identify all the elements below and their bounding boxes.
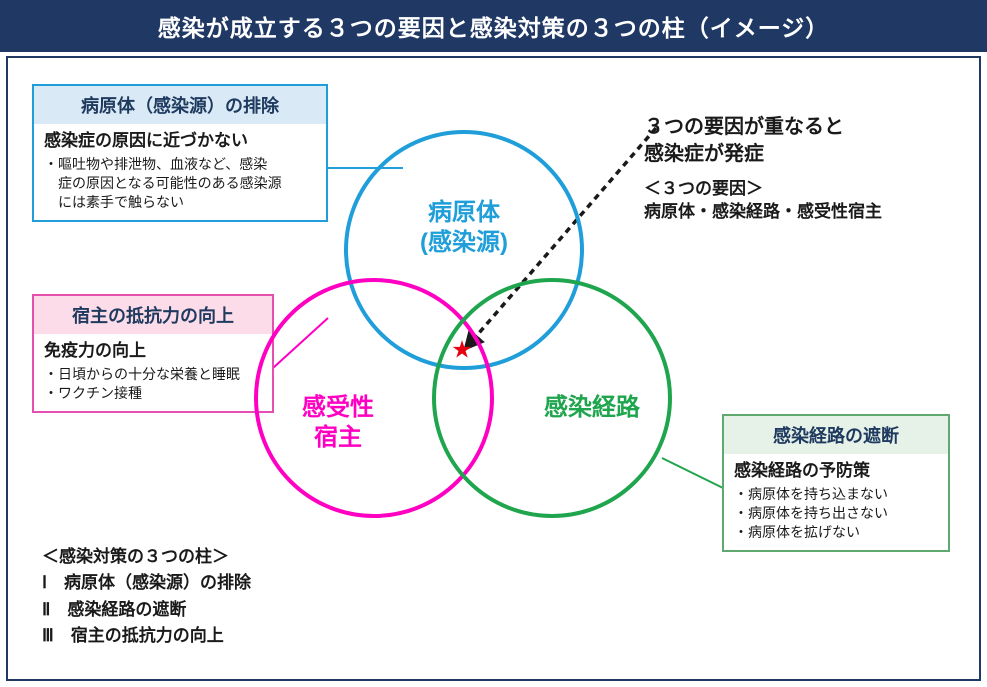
venn-label-pathogen: 病原体(感染源)	[384, 198, 544, 258]
page-title: 感染が成立する３つの要因と感染対策の３つの柱（イメージ）	[158, 9, 830, 43]
box-route-lead: 感染経路の予防策	[734, 460, 938, 483]
box-pathogen-header: 病原体（感染源）の排除	[34, 86, 326, 124]
pillars-list: ＜感染対策の３つの柱＞ Ⅰ 病原体（感染源）の排除 Ⅱ 感染経路の遮断 Ⅲ 宿主…	[42, 544, 251, 649]
box-host: 宿主の抵抗力の向上 免疫力の向上 ・日頃からの十分な栄養と睡眠 ・ワクチン接種	[32, 294, 274, 413]
factors-header: ＜３つの要因＞	[644, 178, 882, 201]
factors-body: 病原体・感染経路・感受性宿主	[644, 201, 882, 224]
box-pathogen: 病原体（感染源）の排除 感染症の原因に近づかない ・嘔吐物や排泄物、血液など、感…	[32, 84, 328, 222]
pillars-item: Ⅲ 宿主の抵抗力の向上	[42, 623, 251, 649]
box-pathogen-lead: 感染症の原因に近づかない	[44, 130, 316, 153]
box-route-body: 感染経路の予防策 ・病原体を持ち込まない ・病原体を持ち出さない ・病原体を拡げ…	[724, 454, 948, 550]
connector-line	[662, 458, 723, 488]
overlap-line1: ３つの要因が重なると	[644, 114, 882, 141]
content-frame: ★ ３つの要因が重なると 感染症が発症 ＜３つの要因＞ 病原体・感染経路・感受性…	[6, 56, 981, 681]
box-host-line: ・ワクチン接種	[44, 384, 262, 403]
box-pathogen-line: には素手で触らない	[44, 193, 316, 212]
box-pathogen-line: ・嘔吐物や排泄物、血液など、感染	[44, 155, 316, 174]
box-route-line: ・病原体を拡げない	[734, 523, 938, 542]
box-host-lead: 免疫力の向上	[44, 340, 262, 363]
box-host-header: 宿主の抵抗力の向上	[34, 296, 272, 334]
overlap-line2: 感染症が発症	[644, 141, 882, 168]
box-route-line: ・病原体を持ち込まない	[734, 485, 938, 504]
overlap-note: ３つの要因が重なると 感染症が発症 ＜３つの要因＞ 病原体・感染経路・感受性宿主	[644, 114, 882, 224]
box-route-header: 感染経路の遮断	[724, 416, 948, 454]
venn-label-host: 感受性宿主	[258, 393, 418, 453]
box-host-line: ・日頃からの十分な栄養と睡眠	[44, 365, 262, 384]
pillars-item: Ⅰ 病原体（感染源）の排除	[42, 570, 251, 596]
box-host-body: 免疫力の向上 ・日頃からの十分な栄養と睡眠 ・ワクチン接種	[34, 334, 272, 411]
box-pathogen-line: 症の原因となる可能性のある感染源	[44, 174, 316, 193]
venn-label-route: 感染経路	[512, 393, 672, 423]
box-route-line: ・病原体を持ち出さない	[734, 504, 938, 523]
title-bar: 感染が成立する３つの要因と感染対策の３つの柱（イメージ）	[0, 0, 987, 52]
box-pathogen-body: 感染症の原因に近づかない ・嘔吐物や排泄物、血液など、感染 症の原因となる可能性…	[34, 124, 326, 220]
pillars-header: ＜感染対策の３つの柱＞	[42, 544, 251, 570]
pillars-item: Ⅱ 感染経路の遮断	[42, 597, 251, 623]
box-route: 感染経路の遮断 感染経路の予防策 ・病原体を持ち込まない ・病原体を持ち出さない…	[722, 414, 950, 552]
